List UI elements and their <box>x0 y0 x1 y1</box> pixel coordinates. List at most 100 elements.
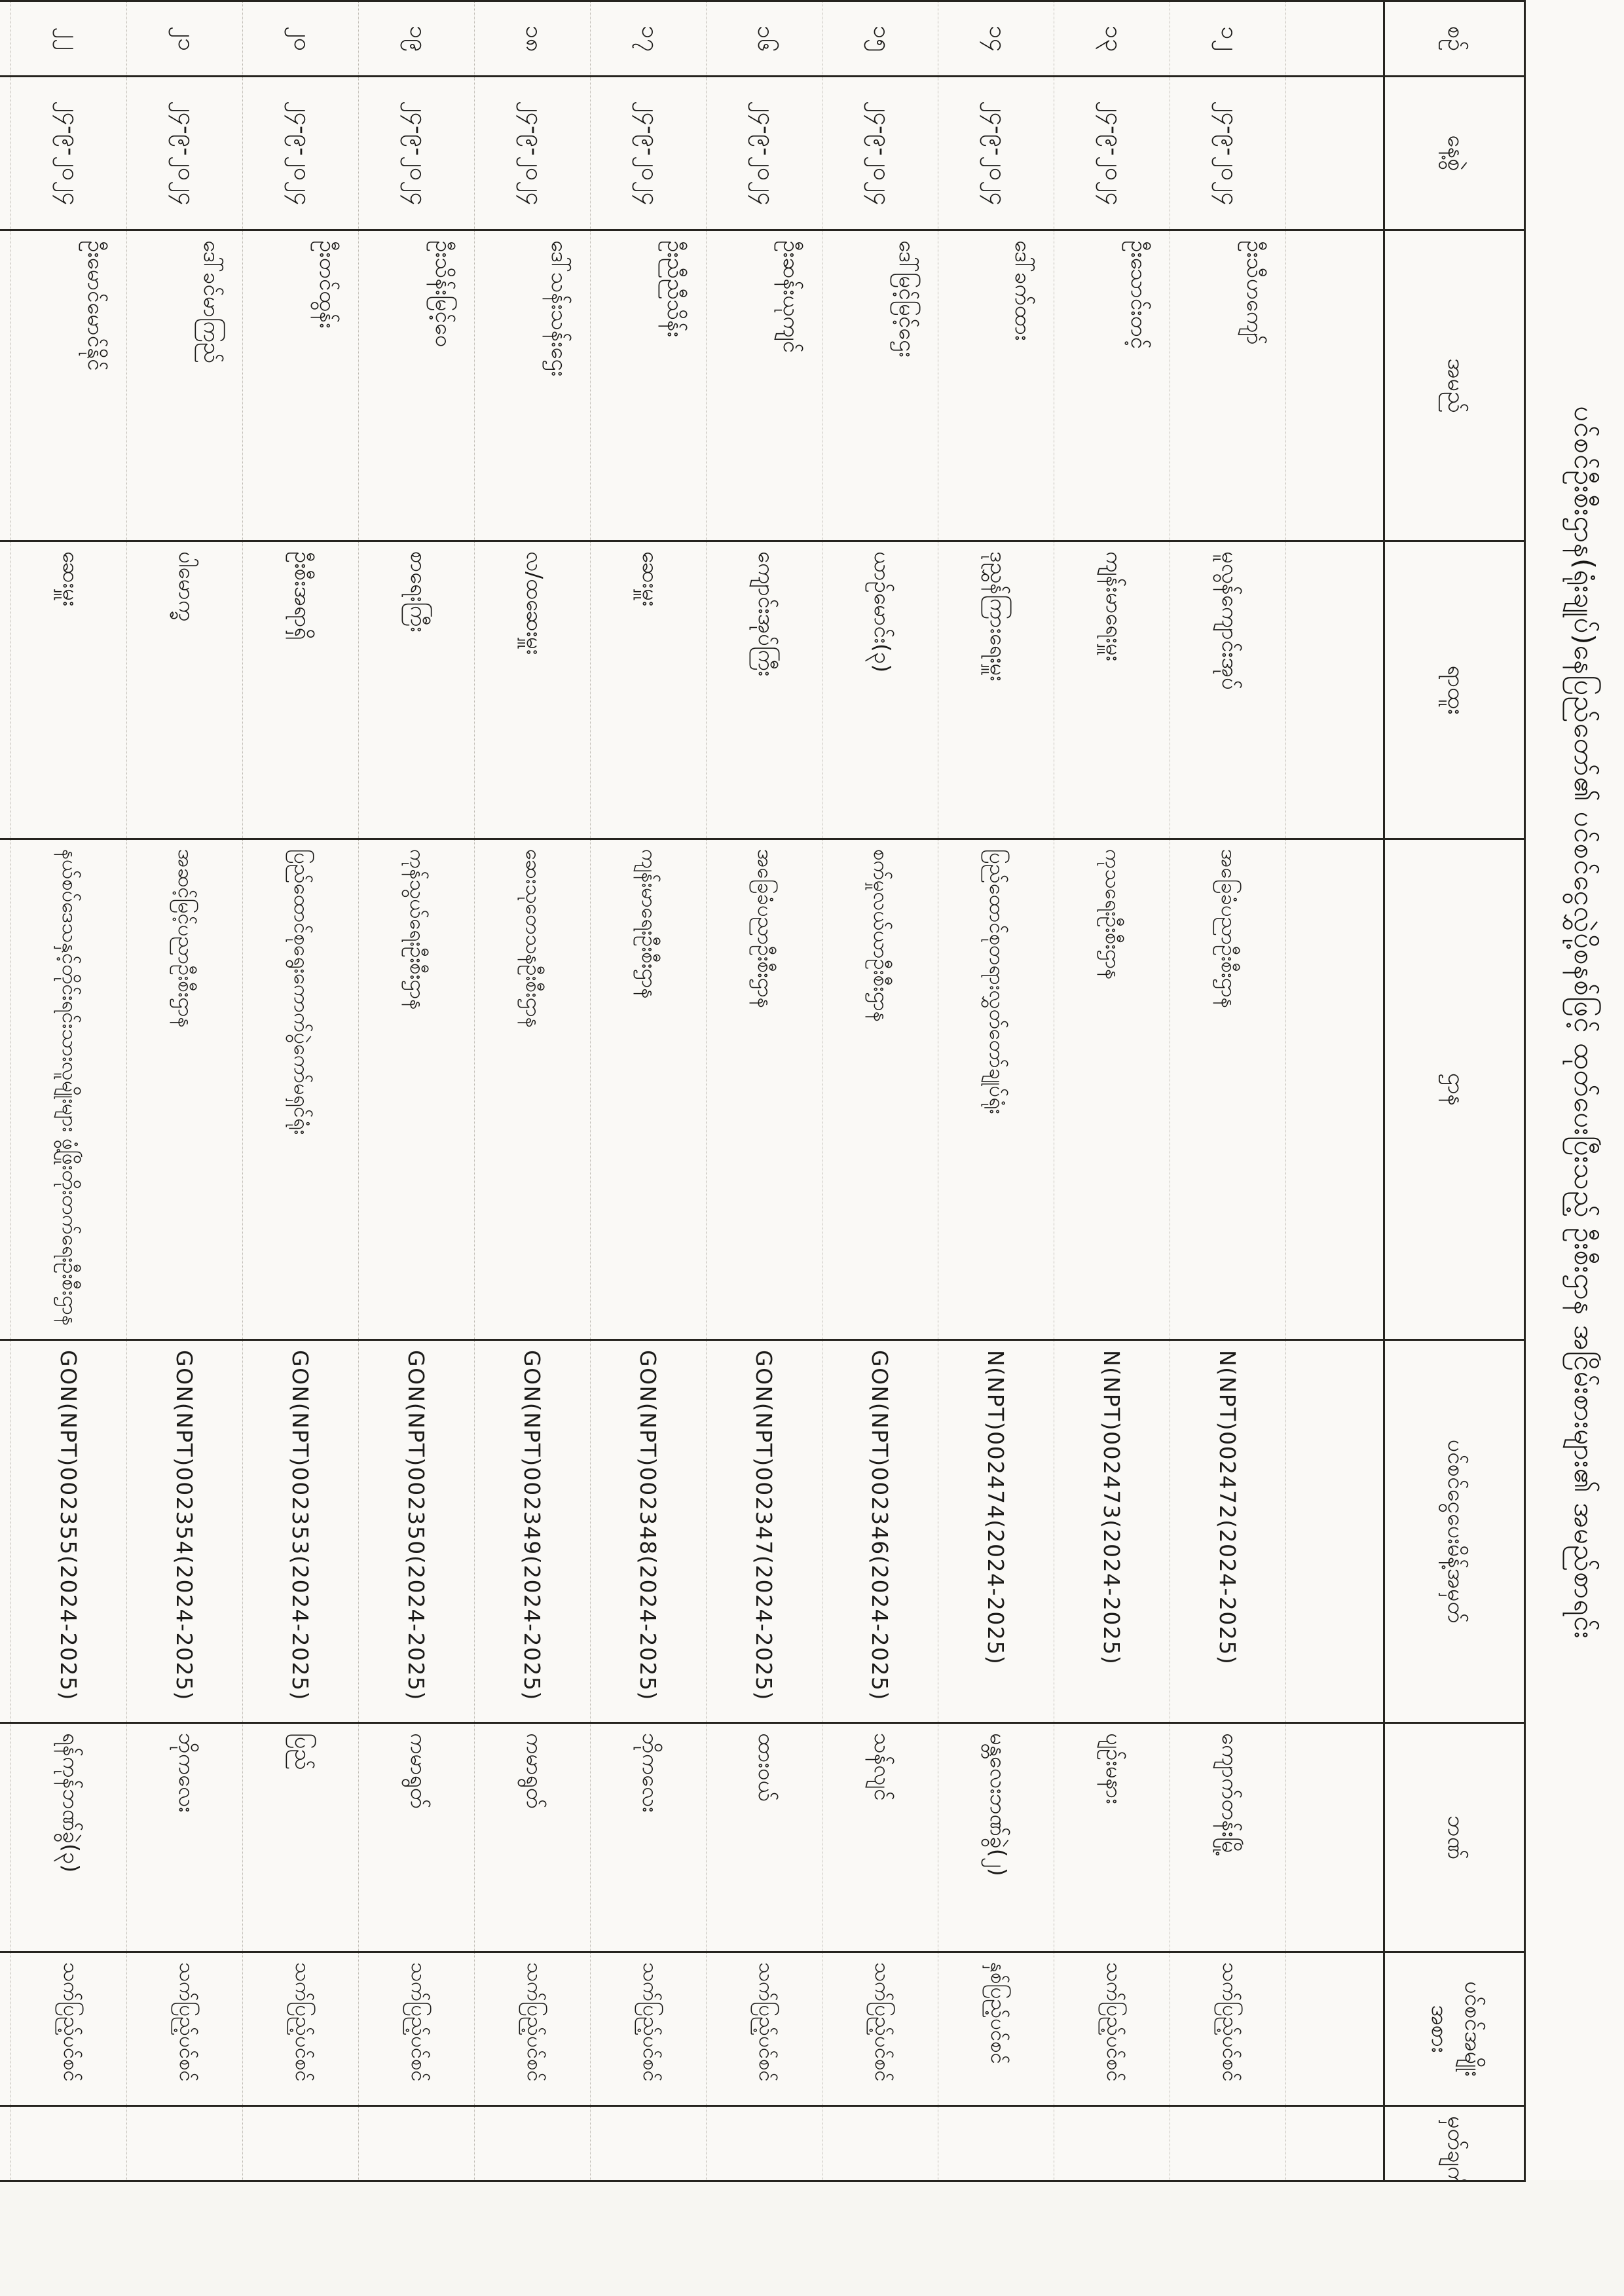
cell-no: ၂၀ <box>242 1 359 77</box>
col-header-bank: ဘဏ် <box>1384 1722 1525 1952</box>
cell-bank: ဘိုကလေး <box>126 1722 243 1952</box>
cell-name: ဒေါ်သန်းသန်းဌေး <box>474 230 591 541</box>
table-body: ၁၂ ၂၄-၉-၂၀၂၄ ဦးသီဟကျော် မူလွန်ကျောင်းအုပ… <box>0 1 1384 2181</box>
cell-position: ပါမောက္ခ <box>126 541 243 839</box>
col-header-department: ဌာန <box>1384 839 1525 1340</box>
cell-no: ၁၂ <box>1170 1 1286 77</box>
cell-date: ၂၄-၉-၂၀၂၄ <box>590 76 707 230</box>
cell-name: ဦးမောင်မောင်နိုင် <box>10 230 127 541</box>
cell-bank: ကမာရွတ် <box>474 1722 591 1952</box>
col-header-remark: မှတ်ချက် <box>1384 2105 1525 2181</box>
cell-no: ၁၅ <box>822 1 938 77</box>
cell-department: နယ်စပ်ဒေသနှင့်တိုင်းရင်းသားလူမျိုးများ ဖ… <box>10 839 127 1340</box>
cell-department: စက်မှုလယ်ယာဦးစီးဌာန <box>822 839 938 1340</box>
cell-order-no: N(NPT)002472(2024-2025) <box>1170 1339 1286 1723</box>
table-row: ၁၆ ၂၄-၉-၂၀၂၄ ဦးဆန်းယုကျင် ကျောင်းအုပ်ကြီ… <box>706 1 822 2181</box>
cell-pension-type: သက်ပြည့်ပင်စင် <box>590 1952 707 2106</box>
cell-remark <box>822 2105 938 2181</box>
cell-order-no: GON(NPT)002350(2024-2025) <box>358 1339 475 1723</box>
filler-row <box>0 1 11 2181</box>
table-row: ၁၂ ၂၄-၉-၂၀၂၄ ဦးသီဟကျော် မူလွန်ကျောင်းအုပ… <box>1170 1 1286 2181</box>
cell-pension-type: သက်ပြည့်ပင်စင် <box>706 1952 822 2106</box>
cell-pension-type: သက်ပြည့်ပင်စင် <box>126 1952 243 2106</box>
cell-department: ကုန်သွယ်ရေးဦးစီးဌာန <box>358 839 475 1340</box>
col-header-position: ရာထူး <box>1384 541 1525 839</box>
cell-department: ဆေးသုတေသနဦးစီးဌာန <box>474 839 591 1340</box>
cell-pension-type: သက်ပြည့်ပင်စင် <box>242 1952 359 2106</box>
cell-position: ကျန်းမာရေးမှူး <box>1054 541 1170 839</box>
cell-date: ၂၄-၉-၂၀၂၄ <box>242 76 359 230</box>
table-row: ၂၂ ၂၄-၉-၂၀၂၄ ဦးမောင်မောင်နိုင် ဆေးမှူး န… <box>10 1 127 2181</box>
cell-order-no: N(NPT)002473(2024-2025) <box>1054 1339 1170 1723</box>
cell-no: ၁၉ <box>358 1 475 77</box>
table-row: ၁၇ ၂၄-၉-၂၀၂၄ ဦးညီညီသိန်း ဆေးမှူး ကျန်းမာ… <box>590 1 707 2181</box>
cell-date: ၂၄-၉-၂၀၂၄ <box>126 76 243 230</box>
cell-name: ဦးသီဟကျော် <box>1170 230 1286 541</box>
cell-pension-type: သက်ပြည့်ပင်စင် <box>474 1952 591 2106</box>
cell-bank: ပျဉ်းမနား <box>1054 1722 1170 1952</box>
cell-pension-type: သက်ပြည့်ပင်စင် <box>358 1952 475 2106</box>
table-row: ၁၄ ၂၄-၉-၂၀၂၄ ဒေါ်ခက်ထား ဒုညွှန်ကြားရေးမှ… <box>938 1 1054 2181</box>
cell-department: ကျန်းမာရေးဦးစီးဌာန <box>590 839 707 1340</box>
cell-bank: ကမာရွတ် <box>358 1722 475 1952</box>
cell-department: အခြေခံပညာဦးစီးဌာန <box>706 839 822 1340</box>
cell-no: ၁၇ <box>590 1 707 77</box>
header-row: စဉ် နေ့စွဲ အမည် ရာထူး ဌာန ပင်စင်ငွေပေးမိ… <box>1384 1 1525 2181</box>
cell-remark <box>474 2105 591 2181</box>
cell-name: ဒေါ်ခက်ထား <box>938 230 1054 541</box>
cell-remark <box>1170 2105 1286 2181</box>
cell-no: ၁၃ <box>1054 1 1170 77</box>
cell-name: ဒေါ်မြင့်မြင့်ဌေး <box>822 230 938 541</box>
table-row: ၁၈ ၂၄-၉-၂၀၂၄ ဒေါ်သန်းသန်းဌေး လ/ထဆေးမှူး … <box>474 1 591 2181</box>
col-header-date: နေ့စွဲ <box>1384 76 1525 230</box>
cell-remark <box>706 2105 822 2181</box>
cell-remark <box>1054 2105 1170 2181</box>
cell-remark <box>10 2105 127 2181</box>
cell-date: ၂၄-၉-၂၀၂၄ <box>822 76 938 230</box>
cell-remark <box>242 2105 359 2181</box>
table-row: ၁၃ ၂၄-၉-၂၀၂၄ ဦးသောင်းတင့် ကျန်းမာရေးမှူး… <box>1054 1 1170 2181</box>
cell-department: အခြေခံပညာဦးစီးဌာန <box>1170 839 1286 1340</box>
cell-order-no: GON(NPT)002355(2024-2025) <box>10 1339 127 1723</box>
cell-no: ၂၁ <box>126 1 243 77</box>
cell-bank: ရန်ကုန်ဘဏ်ခွဲ(၃) <box>10 1722 127 1952</box>
cell-pension-type: သက်ပြည့်ပင်စင် <box>1170 1952 1286 2106</box>
cell-bank: မန္တလေးဘဏ်ခွဲ(၂) <box>938 1722 1054 1952</box>
cell-name: ဦးတင်ထွန်း <box>242 230 359 541</box>
cell-remark <box>358 2105 475 2181</box>
cell-date: ၂၄-၉-၂၀၂၄ <box>938 76 1054 230</box>
cell-name: ဦးညီညီသိန်း <box>590 230 707 541</box>
cell-name: ဦးသိန်းမြင့်ဝေ <box>358 230 475 541</box>
cell-no: ၁၄ <box>938 1 1054 77</box>
cell-order-no: GON(NPT)002354(2024-2025) <box>126 1339 243 1723</box>
cell-bank: သန်လျင် <box>822 1722 938 1952</box>
table-row: ၁၉ ၂၄-၉-၂၀၂၄ ဦးသိန်းမြင့်ဝေ စာရေးကြီး ကု… <box>358 1 475 2181</box>
cell-order-no: GON(NPT)002346(2024-2025) <box>822 1339 938 1723</box>
pension-list-table: စဉ် နေ့စွဲ အမည် ရာထူး ဌာန ပင်စင်ငွေပေးမိ… <box>0 0 1526 2182</box>
rotated-sheet: ပင်စင်ဦးစီးဌာန(ရုံးချုပ်)နေပြည်တော်၏ ပင်… <box>0 0 1600 2182</box>
table-row: ၂၀ ၂၄-၉-၂၀၂၄ ဦးတင်ထွန်း ဦးစီးအရာရှိ ပြည်… <box>242 1 359 2181</box>
cell-date: ၂၄-၉-၂၀၂၄ <box>706 76 822 230</box>
cell-date: ၂၄-၉-၂၀၂၄ <box>1054 76 1170 230</box>
cell-pension-type: သက်ပြည့်ပင်စင် <box>10 1952 127 2106</box>
cell-position: ဆေးမှူး <box>10 541 127 839</box>
cell-pension-type: သက်ပြည့်ပင်စင် <box>1054 1952 1170 2106</box>
cell-remark <box>590 2105 707 2181</box>
document-title: ပင်စင်ဦးစီးဌာန(ရုံးချုပ်)နေပြည်တော်၏ ပင်… <box>1568 406 1600 1639</box>
cell-position: လ/ထဆေးမှူး <box>474 541 591 839</box>
col-header-name: အမည် <box>1384 230 1525 541</box>
cell-position: ယာဉ်မောင်း(၃) <box>822 541 938 839</box>
cell-bank: ထားဝယ် <box>706 1722 822 1952</box>
col-header-no: စဉ် <box>1384 1 1525 77</box>
col-header-pension-type: ပင်စင်အမျိုးအစား <box>1384 1952 1525 2106</box>
cell-order-no: N(NPT)002474(2024-2025) <box>938 1339 1054 1723</box>
cell-pension-type: သက်ပြည့်ပင်စင် <box>822 1952 938 2106</box>
cell-order-no: GON(NPT)002347(2024-2025) <box>706 1339 822 1723</box>
cell-department: ပြည်ထောင်စုရွေးကောက်ပွဲကော်မရှင်ရုံး <box>242 839 359 1340</box>
cell-no: ၁၈ <box>474 1 591 77</box>
cell-order-no: GON(NPT)002348(2024-2025) <box>590 1339 707 1723</box>
cell-position: ဦးစီးအရာရှိ <box>242 541 359 839</box>
cell-bank: ပြည် <box>242 1722 359 1952</box>
col-header-order-no: ပင်စင်ငွေပေးမိန့်အမှတ် <box>1384 1339 1525 1723</box>
